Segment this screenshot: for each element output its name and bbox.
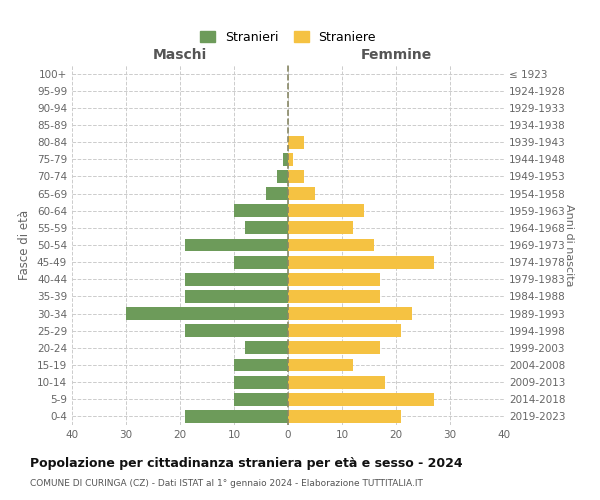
Bar [288, 342, 380, 354]
Bar [234, 204, 288, 217]
Bar [288, 324, 401, 337]
Bar [234, 256, 288, 268]
Text: COMUNE DI CURINGA (CZ) - Dati ISTAT al 1° gennaio 2024 - Elaborazione TUTTITALIA: COMUNE DI CURINGA (CZ) - Dati ISTAT al 1… [30, 479, 423, 488]
Bar [185, 273, 288, 285]
Bar [288, 222, 353, 234]
Bar [126, 307, 288, 320]
Bar [288, 410, 401, 423]
Bar [234, 358, 288, 372]
Bar [277, 170, 288, 183]
Bar [266, 187, 288, 200]
Legend: Stranieri, Straniere: Stranieri, Straniere [194, 24, 382, 50]
Bar [245, 222, 288, 234]
Bar [245, 342, 288, 354]
Bar [288, 376, 385, 388]
Bar [288, 238, 374, 252]
Bar [288, 290, 380, 303]
Bar [288, 273, 380, 285]
Bar [185, 410, 288, 423]
Text: Femmine: Femmine [361, 48, 431, 62]
Bar [288, 393, 434, 406]
Bar [288, 187, 315, 200]
Bar [288, 307, 412, 320]
Y-axis label: Anni di nascita: Anni di nascita [564, 204, 574, 286]
Bar [288, 136, 304, 148]
Bar [234, 393, 288, 406]
Y-axis label: Fasce di età: Fasce di età [19, 210, 31, 280]
Bar [288, 256, 434, 268]
Bar [185, 324, 288, 337]
Bar [288, 170, 304, 183]
Bar [185, 238, 288, 252]
Bar [234, 376, 288, 388]
Text: Maschi: Maschi [153, 48, 207, 62]
Bar [288, 204, 364, 217]
Bar [185, 290, 288, 303]
Bar [283, 153, 288, 166]
Bar [288, 153, 293, 166]
Bar [288, 358, 353, 372]
Text: Popolazione per cittadinanza straniera per età e sesso - 2024: Popolazione per cittadinanza straniera p… [30, 458, 463, 470]
